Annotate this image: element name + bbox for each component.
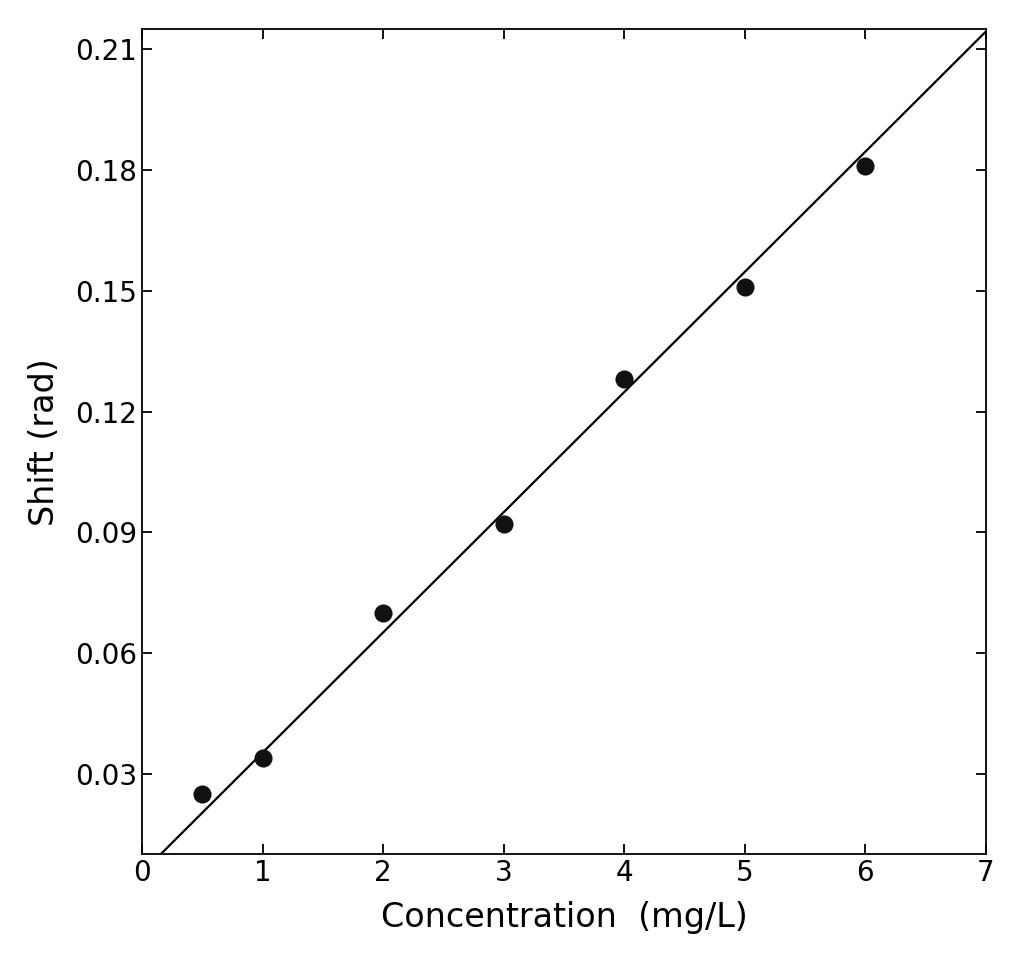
Point [737, 279, 753, 294]
Point [496, 517, 512, 532]
Point [194, 787, 210, 802]
Point [375, 605, 391, 620]
Point [616, 372, 632, 387]
Point [856, 158, 873, 174]
Y-axis label: Shift (rad): Shift (rad) [28, 358, 61, 525]
Point [255, 750, 271, 765]
X-axis label: Concentration  (mg/L): Concentration (mg/L) [381, 901, 747, 934]
